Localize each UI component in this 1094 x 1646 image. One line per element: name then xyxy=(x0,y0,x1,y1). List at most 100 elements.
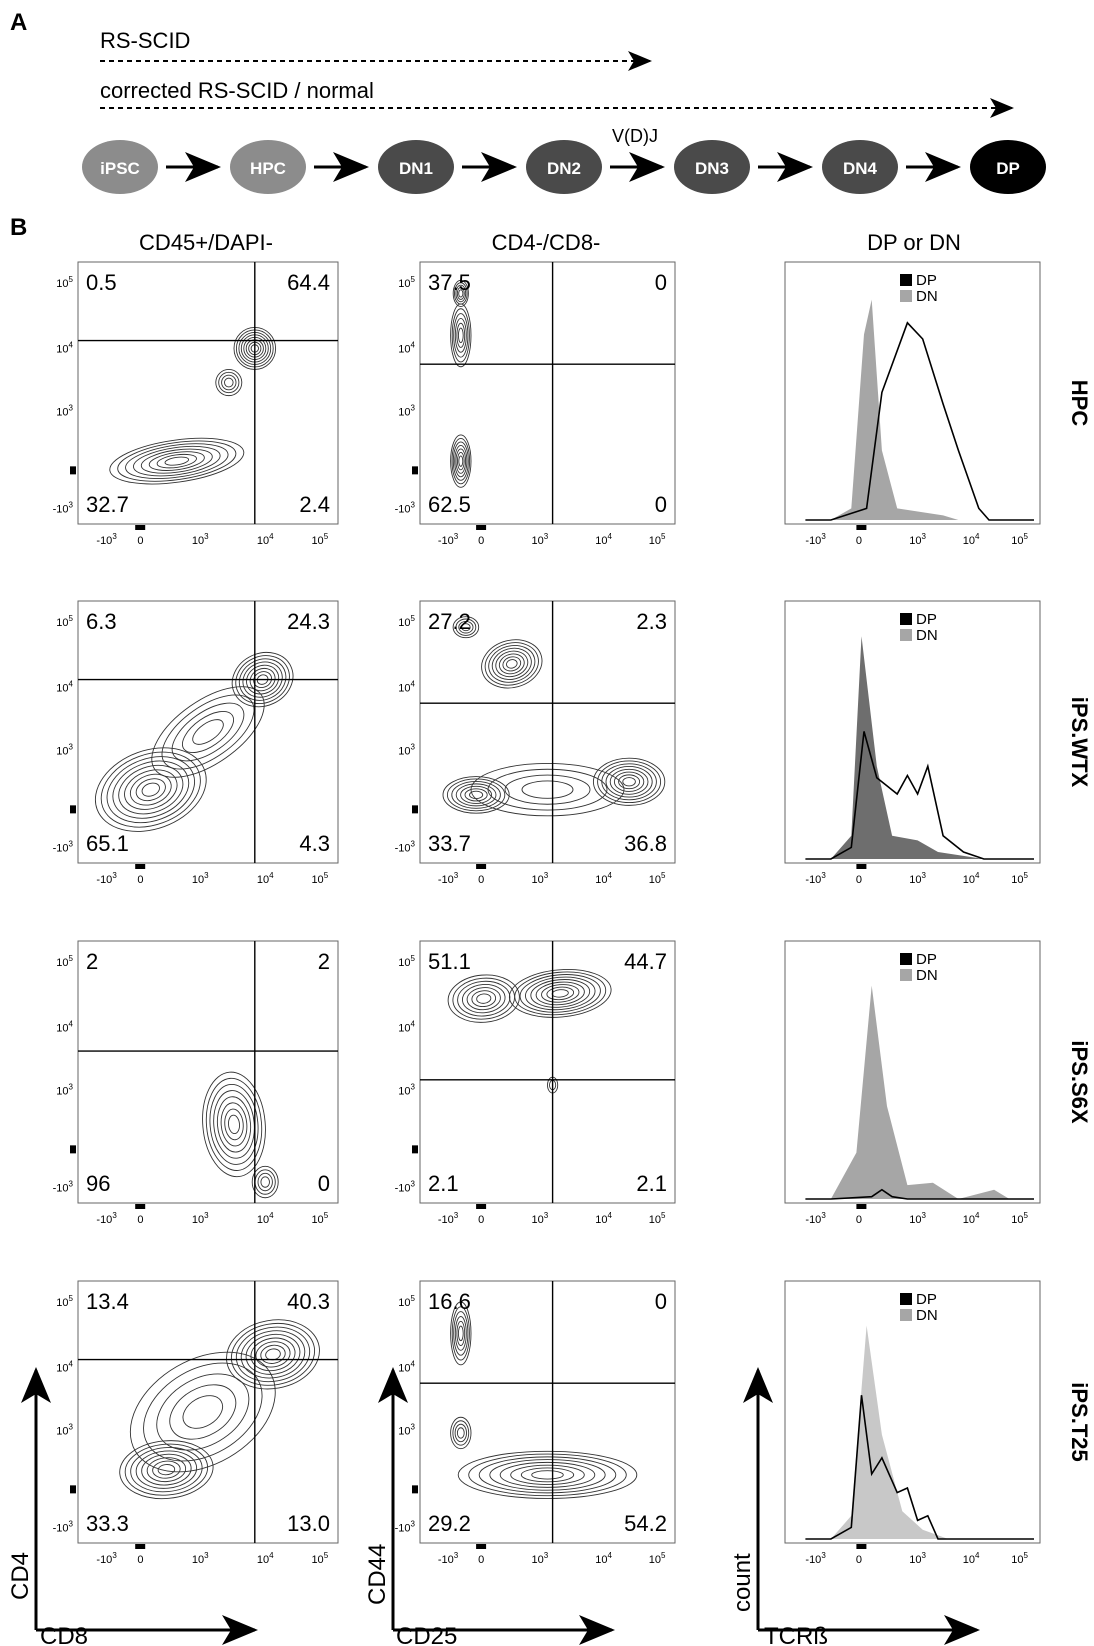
quadrant-upper-right: 40.3 xyxy=(287,1289,330,1314)
x-tick-label: 105 xyxy=(311,532,328,547)
x-tick-label: 0 xyxy=(856,1554,862,1566)
plot-frame xyxy=(77,1280,339,1544)
contour xyxy=(592,757,666,806)
dn-histogram xyxy=(805,636,1034,859)
plot-frame xyxy=(419,940,676,1204)
contour xyxy=(622,777,636,787)
x-tick-label: 105 xyxy=(1011,871,1028,886)
contour xyxy=(454,1316,467,1351)
contour xyxy=(450,1416,472,1450)
plot-frame xyxy=(784,600,1041,864)
column-title-1: CD45+/DAPI- xyxy=(139,230,273,255)
y-tick-label: 104 xyxy=(398,1359,415,1374)
contour xyxy=(525,976,596,1011)
contour xyxy=(455,618,477,636)
contour xyxy=(455,783,497,807)
axis-zero-mark xyxy=(412,466,418,475)
x-tick-label: 104 xyxy=(257,1211,274,1226)
row-label: iPS.T25 xyxy=(1067,1382,1092,1461)
y-tick-label: 103 xyxy=(56,742,73,757)
x-tick-label: 103 xyxy=(909,1211,926,1226)
axis-zero-mark xyxy=(476,525,487,530)
contour xyxy=(605,766,653,798)
dp-histogram xyxy=(805,1395,1034,1540)
plot-frame xyxy=(784,940,1041,1204)
contour xyxy=(451,308,470,363)
quadrant-lower-left: 2.1 xyxy=(428,1171,459,1196)
contour xyxy=(541,984,580,1003)
quadrant-lower-right: 13.0 xyxy=(287,1511,330,1536)
y-tick-label: 105 xyxy=(398,954,415,969)
contour xyxy=(125,443,229,479)
contour xyxy=(143,1362,263,1462)
contour xyxy=(456,286,465,300)
x-tick-label: 105 xyxy=(311,1211,328,1226)
legend-dn-label: DN xyxy=(916,288,938,305)
x-tick-label: -103 xyxy=(805,1551,826,1566)
contour xyxy=(508,969,612,1018)
plot-r1-c2: 37.5 0 62.5 0 105 104 103 -103 -103 0 103 104 105 xyxy=(395,261,676,547)
x-tick-label: 103 xyxy=(531,871,548,886)
contour xyxy=(135,778,166,802)
contour xyxy=(535,981,585,1006)
x-tick-label: 0 xyxy=(137,1554,143,1566)
contour xyxy=(597,760,662,804)
plot-frame xyxy=(419,600,676,864)
quadrant-upper-left: 6.3 xyxy=(86,609,117,634)
axis-zero-mark xyxy=(70,805,76,814)
contour xyxy=(452,1420,470,1446)
contour xyxy=(451,437,471,485)
contour xyxy=(124,769,178,810)
x-tick-label: -103 xyxy=(96,1551,117,1566)
x-tick-label: 0 xyxy=(478,535,484,547)
stage-dn2 xyxy=(526,140,602,194)
legend-dp-label: DP xyxy=(916,1291,937,1308)
axis-zero-mark xyxy=(856,1204,867,1209)
column-title-2: CD4-/CD8- xyxy=(492,230,601,255)
contour xyxy=(133,445,221,477)
contour xyxy=(451,1306,470,1361)
x-tick-label: -103 xyxy=(438,1211,459,1226)
x-tick-label: 105 xyxy=(649,871,666,886)
quadrant-upper-left: 51.1 xyxy=(428,949,471,974)
legend-dp-label: DP xyxy=(916,611,937,628)
contour xyxy=(457,327,464,344)
contour xyxy=(520,1467,575,1483)
stage-ipsc xyxy=(82,140,158,194)
contour xyxy=(182,710,234,754)
contour xyxy=(461,623,471,632)
contour xyxy=(487,768,608,811)
contour xyxy=(458,620,474,634)
y-tick-label: -103 xyxy=(53,1519,74,1534)
x-tick-label: 104 xyxy=(595,1211,612,1226)
contour xyxy=(489,1459,606,1491)
y-tick-label: 104 xyxy=(56,340,73,355)
x-tick-label: 105 xyxy=(311,1551,328,1566)
axis-zero-mark xyxy=(70,1485,76,1494)
x-tick-label: -103 xyxy=(96,532,117,547)
x-tick-label: 103 xyxy=(531,1551,548,1566)
y-tick-label: 105 xyxy=(56,1294,73,1309)
plot-r1-c1: 0.5 64.4 32.7 2.4 105 104 103 -103 -103 0 103 104 10… xyxy=(53,261,339,547)
stage-hpc xyxy=(230,140,306,194)
quadrant-upper-right: 2.3 xyxy=(636,609,667,634)
x-tick-label: 104 xyxy=(257,1551,274,1566)
contour xyxy=(260,1176,270,1188)
x-tick-label: 104 xyxy=(963,532,980,547)
x-tick-label: 104 xyxy=(257,532,274,547)
plot-r3-c1: 2 2 96 0 105 104 103 -103 -103 0 103 104 105 xyxy=(53,940,339,1226)
contour xyxy=(226,1319,320,1390)
quadrant-lower-right: 54.2 xyxy=(624,1511,667,1536)
x-tick-label: 103 xyxy=(192,1551,209,1566)
contour xyxy=(256,674,269,685)
contour xyxy=(452,279,469,307)
x-tick-label: 103 xyxy=(192,1211,209,1226)
contour xyxy=(495,650,529,678)
contour xyxy=(141,782,160,797)
y-tick-label: -103 xyxy=(395,839,416,854)
contour xyxy=(458,455,464,467)
plot-frame xyxy=(419,261,676,525)
contour xyxy=(109,437,245,485)
